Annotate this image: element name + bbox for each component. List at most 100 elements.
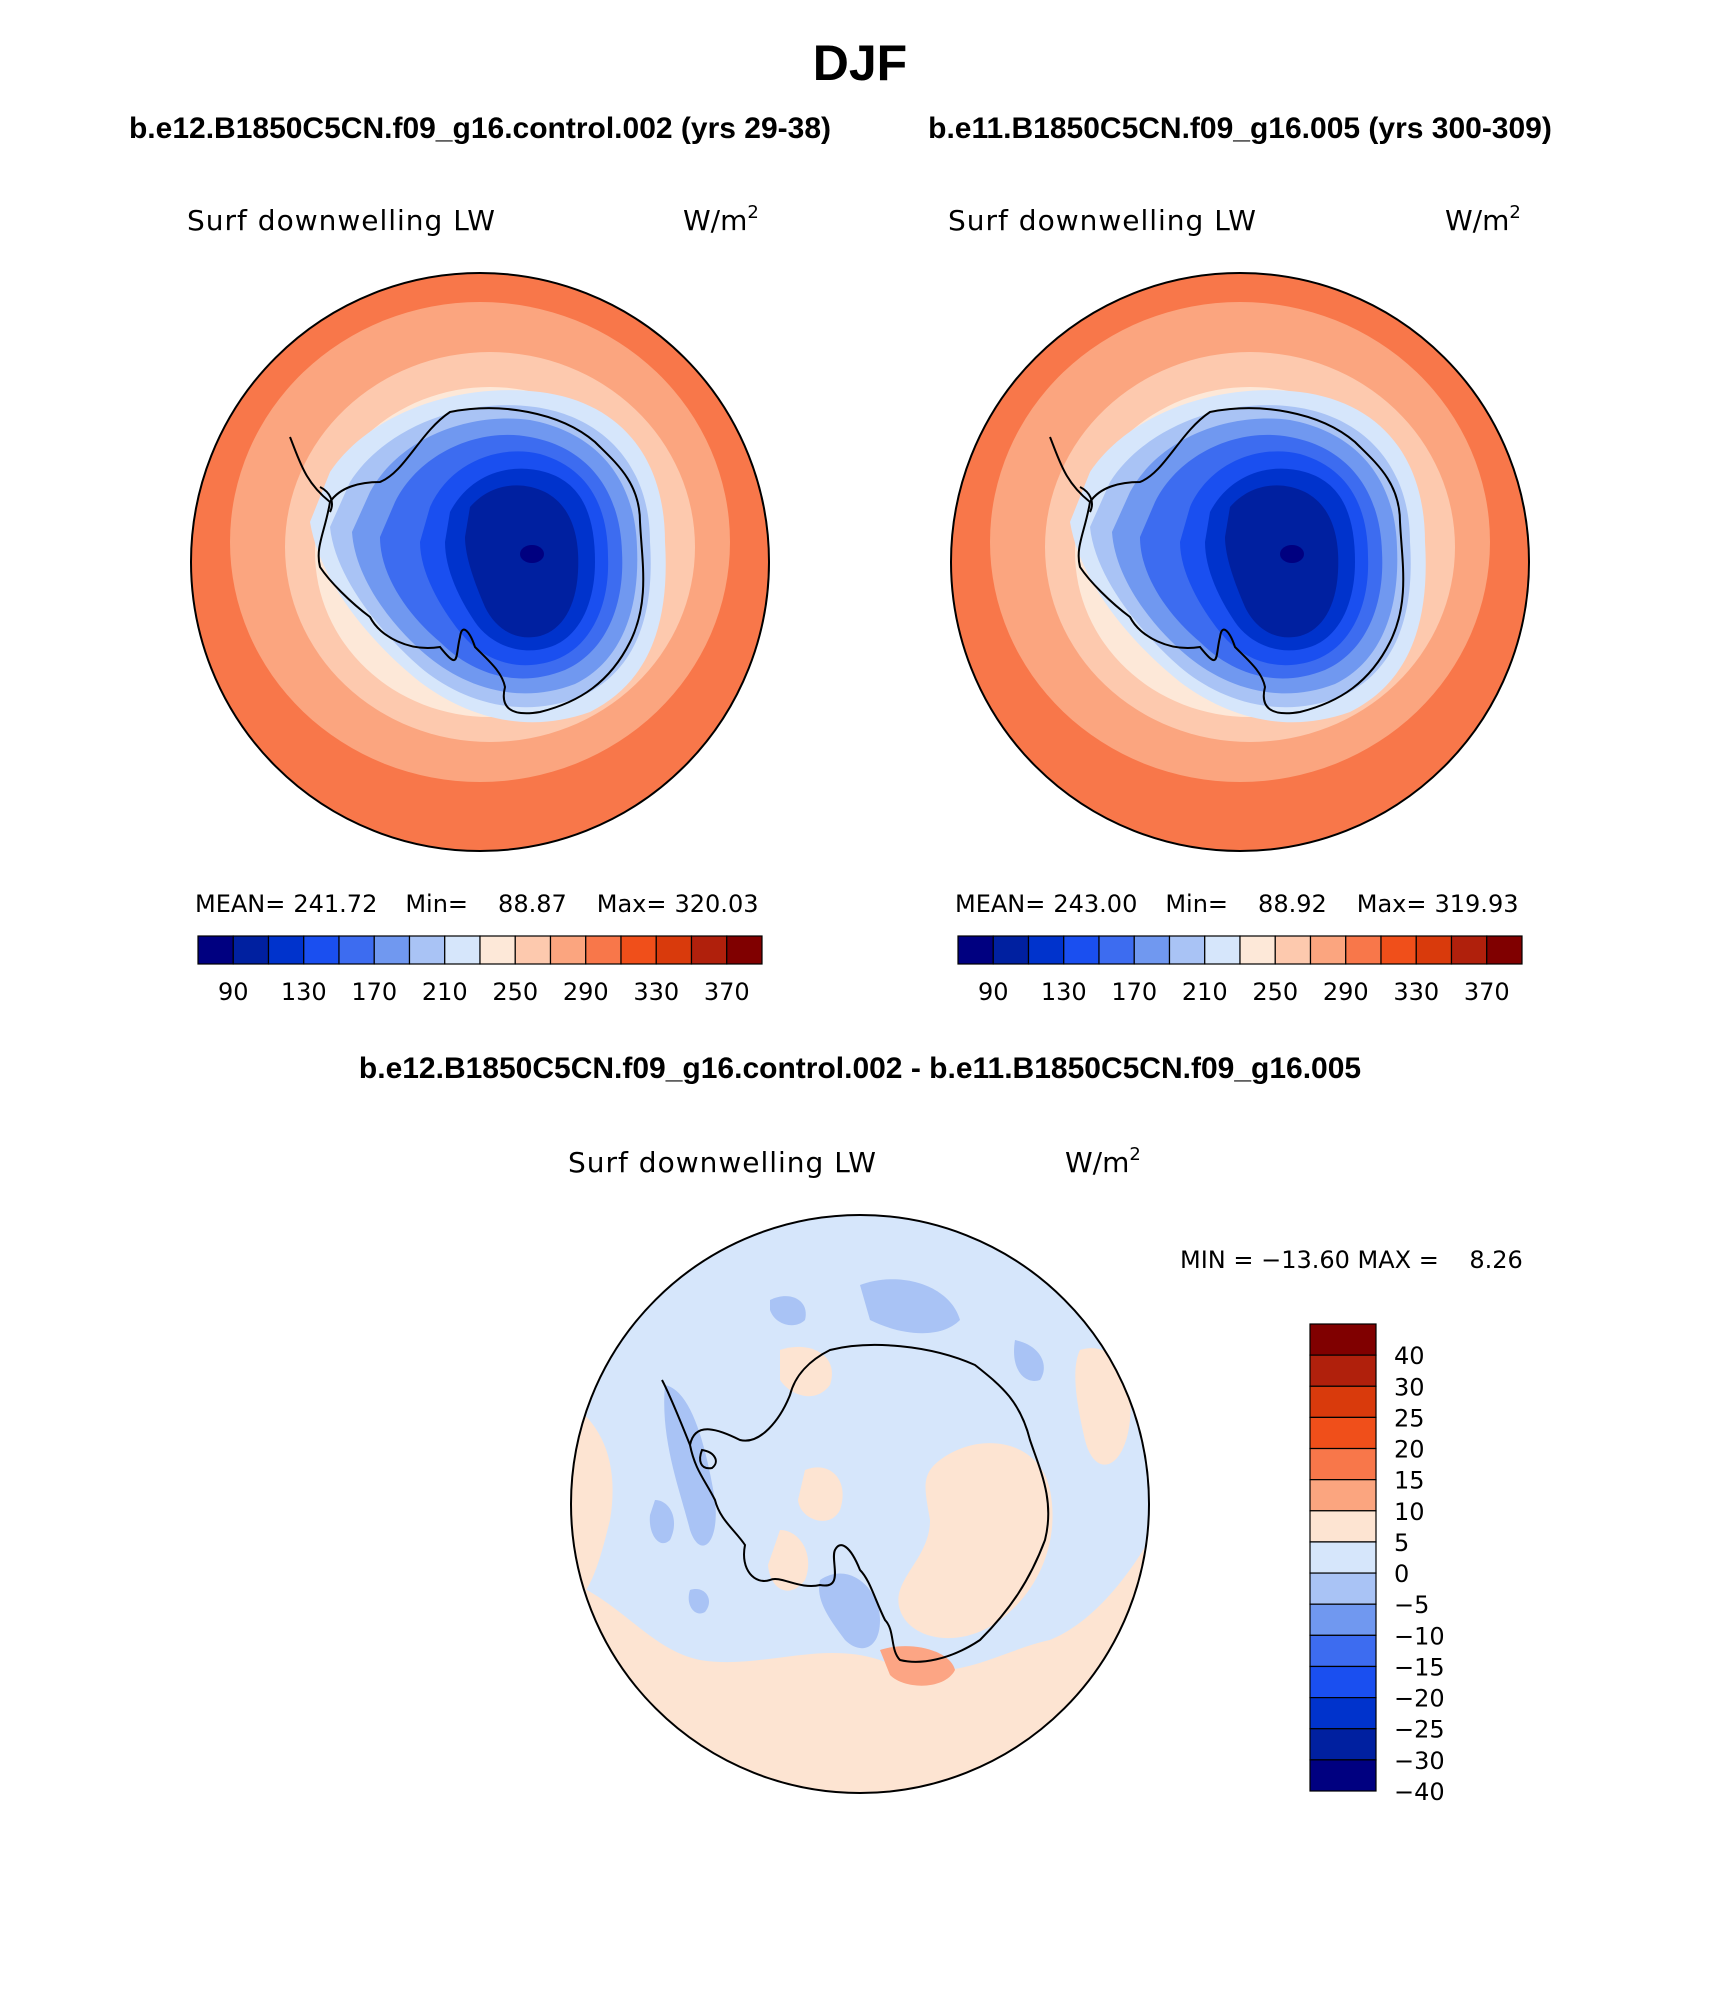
diff-colorbar-tick-label: 40 <box>1394 1342 1425 1370</box>
panel-right-variable: Surf downwelling LW <box>948 204 1257 237</box>
panel-left-colorbar-tick-label: 90 <box>218 978 249 1006</box>
panel-left-colorbar-swatch <box>549 935 587 965</box>
panel-right-colorbar-swatch <box>957 935 994 965</box>
diff-colorbar-tick-label: −20 <box>1394 1685 1445 1713</box>
panel-right-map <box>951 273 1529 851</box>
panel-left-colorbar-swatch <box>690 935 728 965</box>
panel-left-colorbar-swatch <box>585 935 622 965</box>
diff-colorbar-swatch <box>1309 1354 1377 1387</box>
diff-colorbar-tick-label: −40 <box>1394 1778 1445 1806</box>
panel-right-colorbar-swatch <box>1027 935 1065 965</box>
panel-left-colorbar-swatch <box>267 935 305 965</box>
diff-colorbar-swatch <box>1309 1541 1377 1574</box>
diff-variable: Surf downwelling LW <box>568 1146 877 1179</box>
panel-right-colorbar-tick-label: 370 <box>1464 978 1510 1006</box>
diff-colorbar-tick-label: 0 <box>1394 1560 1409 1588</box>
panel-left-colorbar-tick-label: 290 <box>563 978 609 1006</box>
diff-colorbar: 40 30 25 20 15 10 5 0 −5 −10 −15 −20 −25 −30 −40 <box>1309 1323 1445 1806</box>
panel-left-stats: MEAN= 241.72 Min= 88.87 Max= 320.03 <box>195 890 758 918</box>
panel-right-colorbar-swatch <box>1204 935 1241 965</box>
diff-colorbar-swatch <box>1309 1447 1377 1481</box>
diff-colorbar-swatch <box>1309 1728 1377 1761</box>
diff-colorbar-swatch <box>1309 1572 1377 1605</box>
diff-colorbar-swatch <box>1309 1479 1377 1512</box>
panel-right-colorbar-swatch <box>1450 935 1488 965</box>
diff-colorbar-tick-label: 20 <box>1394 1436 1425 1464</box>
diff-minmax: MIN = −13.60 MAX = 8.26 <box>1180 1246 1523 1274</box>
panel-left-colorbar-swatch <box>408 935 446 965</box>
panel-right-stats: MEAN= 243.00 Min= 88.92 Max= 319.93 <box>955 890 1518 918</box>
panel-left-colorbar-tick-label: 170 <box>351 978 397 1006</box>
diff-colorbar-swatch <box>1309 1696 1377 1730</box>
panel-right-colorbar-swatch <box>1098 935 1135 965</box>
diff-colorbar-tick-label: 30 <box>1394 1373 1425 1401</box>
diff-colorbar-swatch <box>1309 1603 1377 1636</box>
diff-colorbar-tick-label: −15 <box>1394 1653 1445 1681</box>
diff-colorbar-tick-label: 25 <box>1394 1404 1425 1432</box>
diff-colorbar-tick-label: −5 <box>1394 1591 1429 1619</box>
panel-left-colorbar-tick-label: 370 <box>704 978 750 1006</box>
panel-right-colorbar-swatch <box>1380 935 1417 965</box>
diff-colorbar-swatch <box>1309 1323 1377 1356</box>
diff-colorbar-tick-label: −10 <box>1394 1622 1445 1650</box>
panel-left-colorbar-swatch <box>338 935 375 965</box>
diff-colorbar-tick-label: −30 <box>1394 1747 1445 1775</box>
panel-right-map-border <box>950 272 1530 852</box>
panel-left-colorbar-tick-label: 330 <box>633 978 679 1006</box>
panel-left-colorbar-tick-label: 210 <box>422 978 468 1006</box>
panel-right-colorbar-tick-label: 250 <box>1252 978 1298 1006</box>
diff-colorbar-swatch <box>1309 1665 1377 1699</box>
panel-right-units: W/m2 <box>1445 202 1521 237</box>
panel-right-colorbar-tick-label: 130 <box>1041 978 1087 1006</box>
panel-right-colorbar-swatch <box>1415 935 1453 965</box>
panel-right-case-title: b.e11.B1850C5CN.f09_g16.005 (yrs 300-309… <box>928 112 1552 145</box>
diff-colorbar-swatch <box>1309 1759 1377 1792</box>
panel-right: Surf downwelling LW W/m2 MEAN= 243.00 Min=… <box>948 202 1530 1006</box>
panel-left-colorbar-tick-label: 130 <box>281 978 327 1006</box>
panel-right-colorbar-swatch <box>1274 935 1312 965</box>
panel-left-colorbar: 90 130 170 210 250 290 330 370 <box>197 935 763 1006</box>
panel-right-colorbar-swatch <box>1345 935 1382 965</box>
panel-left-variable: Surf downwelling LW <box>187 204 496 237</box>
panel-right-colorbar-swatch <box>1133 935 1171 965</box>
diff-colorbar-swatch <box>1309 1634 1377 1668</box>
panel-right-colorbar-tick-label: 330 <box>1393 978 1439 1006</box>
panel-left-case-title: b.e12.B1850C5CN.f09_g16.control.002 (yrs… <box>129 112 831 145</box>
panel-right-colorbar-swatch <box>1309 935 1347 965</box>
panel-right-colorbar-tick-label: 170 <box>1111 978 1157 1006</box>
diff-units: W/m2 <box>1065 1144 1141 1179</box>
panel-right-colorbar-swatch <box>992 935 1030 965</box>
panel-left-colorbar-swatch <box>444 935 481 965</box>
diff-title: b.e12.B1850C5CN.f09_g16.control.002 - b.… <box>359 1052 1361 1085</box>
diff-colorbar-swatch <box>1309 1510 1377 1543</box>
panel-left-colorbar-swatch <box>479 935 516 965</box>
panel-right-colorbar-swatch <box>1239 935 1276 965</box>
panel-right-colorbar-tick-label: 90 <box>978 978 1009 1006</box>
diff-colorbar-swatch <box>1309 1416 1377 1450</box>
diff-map-border <box>570 1214 1150 1794</box>
diff-map <box>571 1215 1149 1793</box>
diff-colorbar-swatch <box>1309 1385 1377 1419</box>
panel-left: Surf downwelling LW W/m2 MEAN= 241.72 Min=… <box>187 202 770 1006</box>
season-title: DJF <box>813 35 907 91</box>
diff-colorbar-tick-label: −25 <box>1394 1716 1445 1744</box>
panel-left-colorbar-swatch <box>373 935 411 965</box>
diff-colorbar-tick-label: 15 <box>1394 1467 1425 1495</box>
panel-right-colorbar-swatch <box>1486 935 1523 965</box>
panel-right-colorbar-swatch <box>1168 935 1206 965</box>
panel-left-colorbar-swatch <box>303 935 340 965</box>
panel-left-colorbar-tick-label: 250 <box>492 978 538 1006</box>
panel-left-units: W/m2 <box>683 202 759 237</box>
diff-colorbar-tick-label: 10 <box>1394 1498 1425 1526</box>
panel-right-colorbar: 90 130 170 210 250 290 330 370 <box>957 935 1523 1006</box>
panel-left-colorbar-swatch <box>232 935 270 965</box>
panel-left-colorbar-swatch <box>726 935 763 965</box>
panel-left-colorbar-swatch <box>655 935 693 965</box>
panel-left-map-border <box>190 272 770 852</box>
panel-left-colorbar-swatch <box>514 935 552 965</box>
panel-right-colorbar-tick-label: 290 <box>1323 978 1369 1006</box>
diff-colorbar-tick-label: 5 <box>1394 1529 1409 1557</box>
panel-right-colorbar-tick-label: 210 <box>1182 978 1228 1006</box>
panel-right-colorbar-swatch <box>1063 935 1100 965</box>
